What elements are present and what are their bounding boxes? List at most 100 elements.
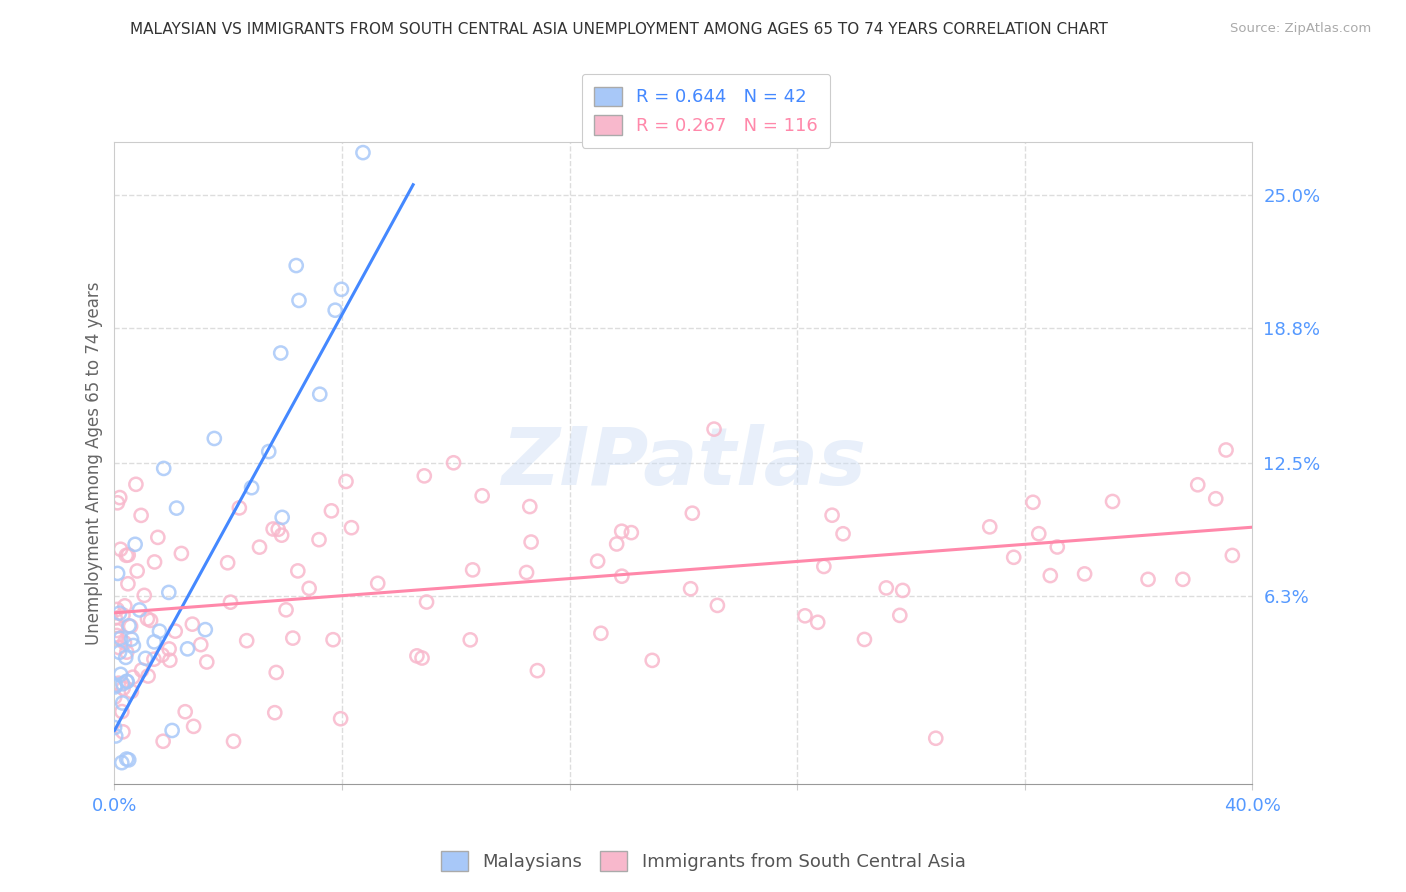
Point: [458, 632, 481, 647]
Point: [330, 282, 353, 296]
Point: [105, 632, 128, 646]
Point: [1022, 495, 1045, 509]
Text: Source: ZipAtlas.com: Source: ZipAtlas.com: [1230, 22, 1371, 36]
Point: [105, 602, 128, 616]
Point: [1137, 572, 1160, 586]
Point: [104, 729, 127, 743]
Point: [979, 520, 1001, 534]
Legend: R = 0.644   N = 42, R = 0.267   N = 116: R = 0.644 N = 42, R = 0.267 N = 116: [582, 74, 831, 148]
Point: [267, 522, 290, 536]
Point: [322, 632, 344, 647]
Point: [165, 624, 187, 639]
Point: [157, 585, 180, 599]
Point: [160, 723, 183, 738]
Point: [159, 653, 181, 667]
Point: [111, 607, 134, 622]
Point: [249, 540, 271, 554]
Point: [127, 564, 149, 578]
Point: [335, 475, 357, 489]
Point: [1039, 568, 1062, 582]
Point: [287, 564, 309, 578]
Point: [925, 731, 948, 746]
Point: [176, 641, 198, 656]
Point: [264, 665, 287, 680]
Point: [1220, 549, 1243, 563]
Point: [104, 678, 127, 692]
Point: [150, 648, 173, 662]
Point: [134, 651, 156, 665]
Point: [115, 549, 138, 563]
Point: [288, 293, 311, 308]
Point: [1171, 572, 1194, 586]
Y-axis label: Unemployment Among Ages 65 to 74 years: Unemployment Among Ages 65 to 74 years: [86, 281, 103, 645]
Point: [875, 581, 897, 595]
Point: [352, 145, 374, 160]
Point: [114, 599, 136, 613]
Point: [620, 525, 643, 540]
Point: [115, 752, 138, 766]
Point: [136, 612, 159, 626]
Point: [891, 583, 914, 598]
Point: [125, 477, 148, 491]
Point: [108, 645, 131, 659]
Point: [104, 690, 127, 705]
Point: [122, 639, 145, 653]
Point: [124, 537, 146, 551]
Point: [114, 636, 136, 650]
Point: [108, 491, 131, 505]
Point: [889, 608, 911, 623]
Point: [121, 670, 143, 684]
Point: [131, 663, 153, 677]
Point: [111, 756, 134, 770]
Point: [111, 677, 134, 691]
Point: [1073, 566, 1095, 581]
Point: [706, 599, 728, 613]
Point: [115, 674, 138, 689]
Text: MALAYSIAN VS IMMIGRANTS FROM SOUTH CENTRAL ASIA UNEMPLOYMENT AMONG AGES 65 TO 74: MALAYSIAN VS IMMIGRANTS FROM SOUTH CENTR…: [129, 22, 1108, 37]
Point: [105, 624, 128, 638]
Point: [110, 542, 132, 557]
Point: [118, 619, 141, 633]
Point: [194, 623, 217, 637]
Point: [120, 684, 142, 698]
Point: [1028, 526, 1050, 541]
Point: [166, 501, 188, 516]
Point: [471, 489, 494, 503]
Legend: Malaysians, Immigrants from South Central Asia: Malaysians, Immigrants from South Centra…: [433, 844, 973, 879]
Point: [117, 548, 139, 562]
Point: [134, 588, 156, 602]
Point: [181, 617, 204, 632]
Point: [641, 653, 664, 667]
Point: [107, 640, 129, 655]
Point: [1046, 540, 1069, 554]
Point: [271, 510, 294, 524]
Point: [586, 554, 609, 568]
Point: [821, 508, 844, 523]
Point: [681, 506, 703, 520]
Point: [112, 681, 135, 696]
Point: [1215, 442, 1237, 457]
Point: [270, 346, 292, 360]
Point: [157, 641, 180, 656]
Point: [308, 533, 330, 547]
Point: [406, 648, 429, 663]
Point: [170, 546, 193, 560]
Point: [415, 595, 437, 609]
Point: [270, 528, 292, 542]
Point: [323, 303, 346, 318]
Point: [1205, 491, 1227, 506]
Point: [1002, 550, 1025, 565]
Point: [111, 696, 134, 710]
Point: [281, 631, 304, 645]
Point: [679, 582, 702, 596]
Text: ZIPatlas: ZIPatlas: [501, 424, 866, 502]
Point: [104, 680, 127, 694]
Point: [148, 624, 170, 639]
Point: [111, 705, 134, 719]
Point: [107, 676, 129, 690]
Point: [519, 500, 541, 514]
Point: [110, 667, 132, 681]
Point: [807, 615, 830, 630]
Point: [118, 753, 141, 767]
Point: [526, 664, 548, 678]
